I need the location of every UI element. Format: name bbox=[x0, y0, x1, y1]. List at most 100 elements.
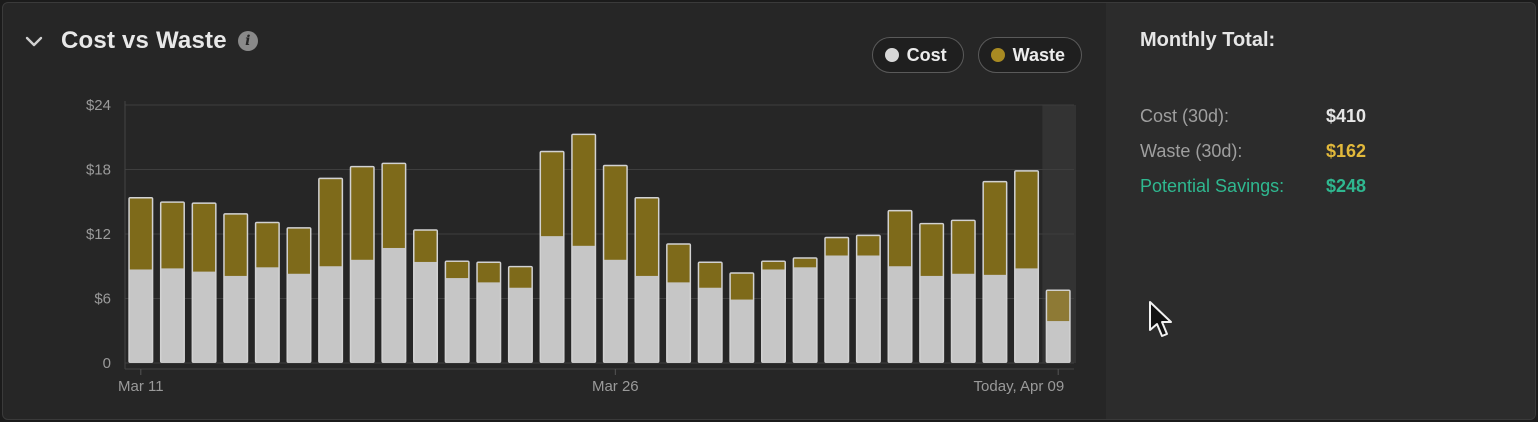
bar-group[interactable] bbox=[1045, 289, 1071, 363]
cost-bar bbox=[382, 247, 405, 363]
waste-bar bbox=[509, 267, 532, 288]
bar-group[interactable] bbox=[381, 162, 407, 363]
cost-bar bbox=[762, 269, 785, 363]
waste-bar bbox=[1047, 290, 1070, 322]
savings-total-value: $248 bbox=[1326, 176, 1367, 196]
cost-bar bbox=[667, 282, 690, 363]
waste-bar bbox=[256, 223, 279, 268]
cost-bar bbox=[1047, 321, 1070, 363]
x-tick-label: Today, Apr 09 bbox=[974, 378, 1065, 395]
bar-group[interactable] bbox=[349, 165, 375, 363]
waste-bar bbox=[287, 228, 310, 274]
cost-bar bbox=[1015, 268, 1038, 363]
waste-bar bbox=[699, 263, 722, 288]
bar-group[interactable] bbox=[223, 213, 249, 363]
cost-waste-chart: 0 $6 $12 $18 $24 Mar 11 Mar 26 Today, Apr 09 bbox=[86, 97, 1076, 395]
waste-total-value: $162 bbox=[1326, 141, 1367, 161]
cost-bar bbox=[857, 255, 880, 363]
info-icon[interactable]: i bbox=[237, 31, 258, 51]
bar-group[interactable] bbox=[318, 177, 344, 363]
y-tick-label: $6 bbox=[94, 291, 111, 308]
waste-bar bbox=[604, 166, 627, 260]
monthly-total-section: Monthly Total: Cost (30d): $410 Waste (3… bbox=[1106, 3, 1535, 419]
waste-dot-icon bbox=[990, 48, 1005, 62]
monthly-total-title: Monthly Total: bbox=[1140, 29, 1276, 51]
bar-group[interactable] bbox=[760, 260, 786, 363]
bar-group[interactable] bbox=[697, 261, 723, 363]
bar-group[interactable] bbox=[539, 150, 565, 363]
cost-bar bbox=[572, 245, 595, 363]
chart-section: Cost vs Waste i Cost Waste 0 $6 $12 $18 $24 M… bbox=[3, 3, 1106, 419]
waste-total-row: Waste (30d): $162 bbox=[1140, 141, 1366, 162]
bar-group[interactable] bbox=[159, 201, 185, 363]
page-title: Cost vs Waste bbox=[61, 27, 227, 54]
y-tick-label: $12 bbox=[86, 226, 111, 243]
bar-group[interactable] bbox=[729, 272, 755, 363]
waste-bar bbox=[541, 152, 564, 237]
waste-bar bbox=[129, 198, 152, 270]
panel-header: Cost vs Waste i bbox=[23, 25, 258, 57]
bar-group[interactable] bbox=[792, 257, 818, 363]
bar-group[interactable] bbox=[824, 236, 850, 363]
cost-total-value: $410 bbox=[1326, 106, 1367, 126]
cost-bar bbox=[351, 259, 374, 363]
bar-group[interactable] bbox=[950, 219, 976, 363]
bar-group[interactable] bbox=[191, 202, 217, 363]
cost-bar bbox=[477, 282, 500, 363]
chevron-down-icon[interactable] bbox=[23, 30, 45, 52]
bar-group[interactable] bbox=[666, 243, 692, 363]
legend-label: Waste bbox=[1012, 44, 1065, 65]
waste-bar bbox=[351, 167, 374, 260]
waste-bar bbox=[983, 182, 1006, 275]
cost-bar bbox=[129, 269, 152, 363]
cost-bar bbox=[699, 287, 722, 363]
cost-bar bbox=[161, 268, 184, 363]
cost-bar bbox=[256, 267, 279, 363]
waste-bar bbox=[889, 211, 912, 267]
bar-group[interactable] bbox=[1014, 170, 1040, 363]
legend-item-cost[interactable]: Cost bbox=[871, 37, 964, 73]
waste-bar bbox=[635, 198, 658, 276]
cost-bar bbox=[446, 278, 469, 363]
savings-total-label: Potential Savings: bbox=[1140, 176, 1285, 196]
bar-group[interactable] bbox=[634, 197, 660, 363]
cost-bar bbox=[794, 267, 817, 363]
bar-group[interactable] bbox=[887, 209, 913, 363]
waste-bar bbox=[319, 179, 342, 267]
cost-total-label: Cost (30d): bbox=[1140, 106, 1230, 126]
cost-bar bbox=[983, 274, 1006, 363]
waste-bar bbox=[193, 203, 216, 272]
waste-bar bbox=[857, 236, 880, 256]
waste-bar bbox=[794, 258, 817, 268]
bar-group[interactable] bbox=[571, 133, 597, 363]
waste-bar bbox=[762, 261, 785, 270]
bar-group[interactable] bbox=[444, 260, 470, 363]
savings-total-row: Potential Savings: $248 bbox=[1140, 176, 1366, 197]
waste-bar bbox=[161, 202, 184, 269]
cost-bar bbox=[920, 275, 943, 363]
bar-group[interactable] bbox=[507, 265, 533, 363]
legend-label: Cost bbox=[906, 44, 947, 65]
bar-group[interactable] bbox=[476, 261, 502, 363]
bar-group[interactable] bbox=[855, 234, 881, 363]
cost-bar bbox=[193, 271, 216, 363]
waste-bar bbox=[952, 221, 975, 274]
waste-bar bbox=[414, 230, 437, 262]
legend-item-waste[interactable]: Waste bbox=[977, 37, 1082, 73]
cost-bar bbox=[952, 273, 975, 363]
bar-group[interactable] bbox=[128, 197, 154, 363]
waste-total-label: Waste (30d): bbox=[1140, 141, 1243, 161]
bar-group[interactable] bbox=[254, 221, 280, 363]
bar-group[interactable] bbox=[286, 227, 312, 363]
bar-group[interactable] bbox=[602, 164, 628, 363]
bar-group[interactable] bbox=[919, 222, 945, 363]
bar-group[interactable] bbox=[982, 180, 1008, 363]
bar-group[interactable] bbox=[413, 229, 439, 363]
cost-bar bbox=[287, 273, 310, 363]
waste-bar bbox=[224, 214, 247, 276]
cost-bar bbox=[825, 255, 848, 363]
waste-bar bbox=[730, 273, 753, 300]
mouse-cursor-icon bbox=[1149, 301, 1172, 337]
y-tick-label: $24 bbox=[86, 97, 111, 114]
